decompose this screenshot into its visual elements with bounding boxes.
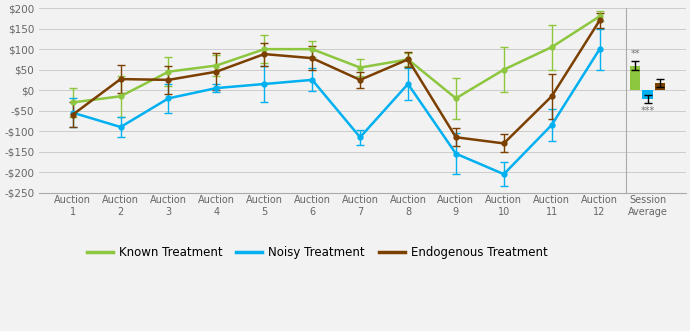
Text: ***: *** bbox=[640, 106, 655, 116]
Bar bbox=[655, 83, 665, 90]
Text: **: ** bbox=[630, 49, 640, 59]
Bar bbox=[630, 66, 640, 90]
Bar bbox=[642, 90, 653, 99]
Legend: Known Treatment, Noisy Treatment, Endogenous Treatment: Known Treatment, Noisy Treatment, Endoge… bbox=[82, 242, 553, 264]
